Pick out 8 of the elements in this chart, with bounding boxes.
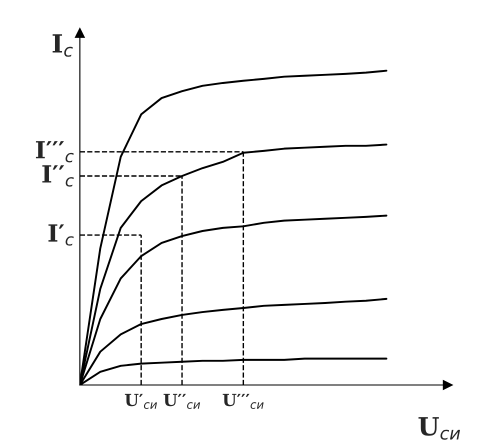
ref-line-label: I′′$_{с}$ [42,165,74,187]
x-tick-label: U′′′$_{си}$ [222,394,264,409]
x-tick-label: U′′$_{си}$ [164,394,200,409]
ref-line-label: I′$_{с}$ [48,224,74,246]
y-axis-title: I$_{с}$ [52,34,73,57]
ref-line-label: I′′′$_{с}$ [36,141,74,162]
x-tick-label: U′$_{си}$ [124,394,157,409]
x-axis-title: U$_{си}$ [418,417,460,440]
